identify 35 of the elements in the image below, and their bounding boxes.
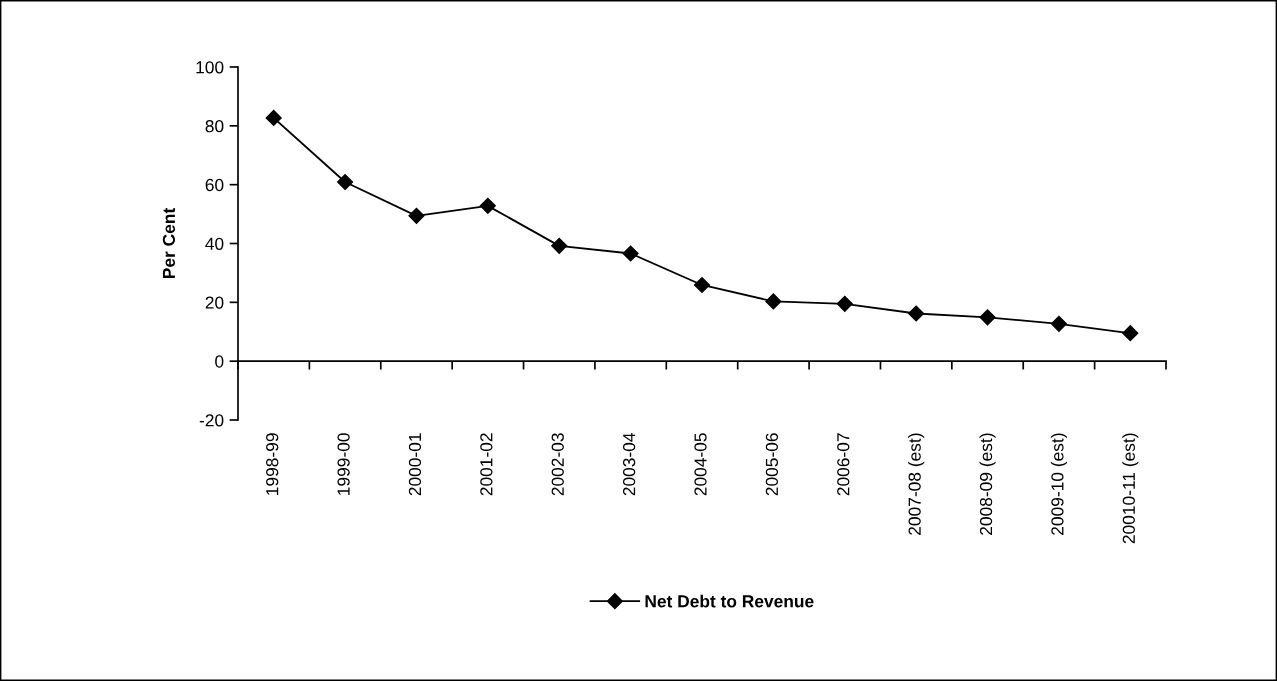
x-tick-label: 2003-04 [622, 433, 636, 496]
x-tick-label: 2007-08 (est) [908, 433, 925, 535]
y-tick-label: 20 [205, 296, 224, 309]
x-tick-label: 2001-02 [480, 433, 493, 496]
point [1050, 315, 1067, 332]
point [693, 276, 711, 294]
point [765, 293, 782, 310]
y-tick-label: 40 [205, 237, 224, 250]
x-tick-label: 2008-09 (est) [979, 433, 996, 535]
point [979, 309, 996, 326]
point [622, 245, 639, 262]
x-tick-label: 2005-06 [765, 433, 779, 496]
y-tick-label: 100 [196, 61, 224, 74]
y-tick-label: -20 [199, 414, 224, 427]
legend-label: Net Debt to Revenue [645, 594, 814, 608]
y-axis-title: Per Cent [162, 208, 176, 279]
point [408, 207, 425, 224]
point [551, 237, 568, 254]
point [265, 109, 282, 126]
x-tick-label: 20010-11 (est) [1122, 433, 1139, 544]
x-tick-label: 1999-00 [337, 433, 350, 495]
x-tick-label: 2006-07 [837, 433, 850, 496]
point [1122, 325, 1139, 342]
x-tick-label: 1998-99 [266, 433, 279, 495]
x-tick-label: 2009-10 (est) [1050, 433, 1068, 535]
y-tick-label: 80 [205, 120, 224, 133]
x-tick-label: 2002-03 [551, 433, 564, 496]
point [479, 197, 496, 214]
point [836, 295, 853, 312]
point [908, 305, 925, 322]
y-tick-label: 60 [205, 178, 224, 192]
y-tick-label: 0 [215, 355, 224, 368]
x-tick-label: 2004-05 [694, 433, 707, 496]
point [337, 173, 354, 191]
x-tick-label: 2000-01 [408, 433, 422, 496]
